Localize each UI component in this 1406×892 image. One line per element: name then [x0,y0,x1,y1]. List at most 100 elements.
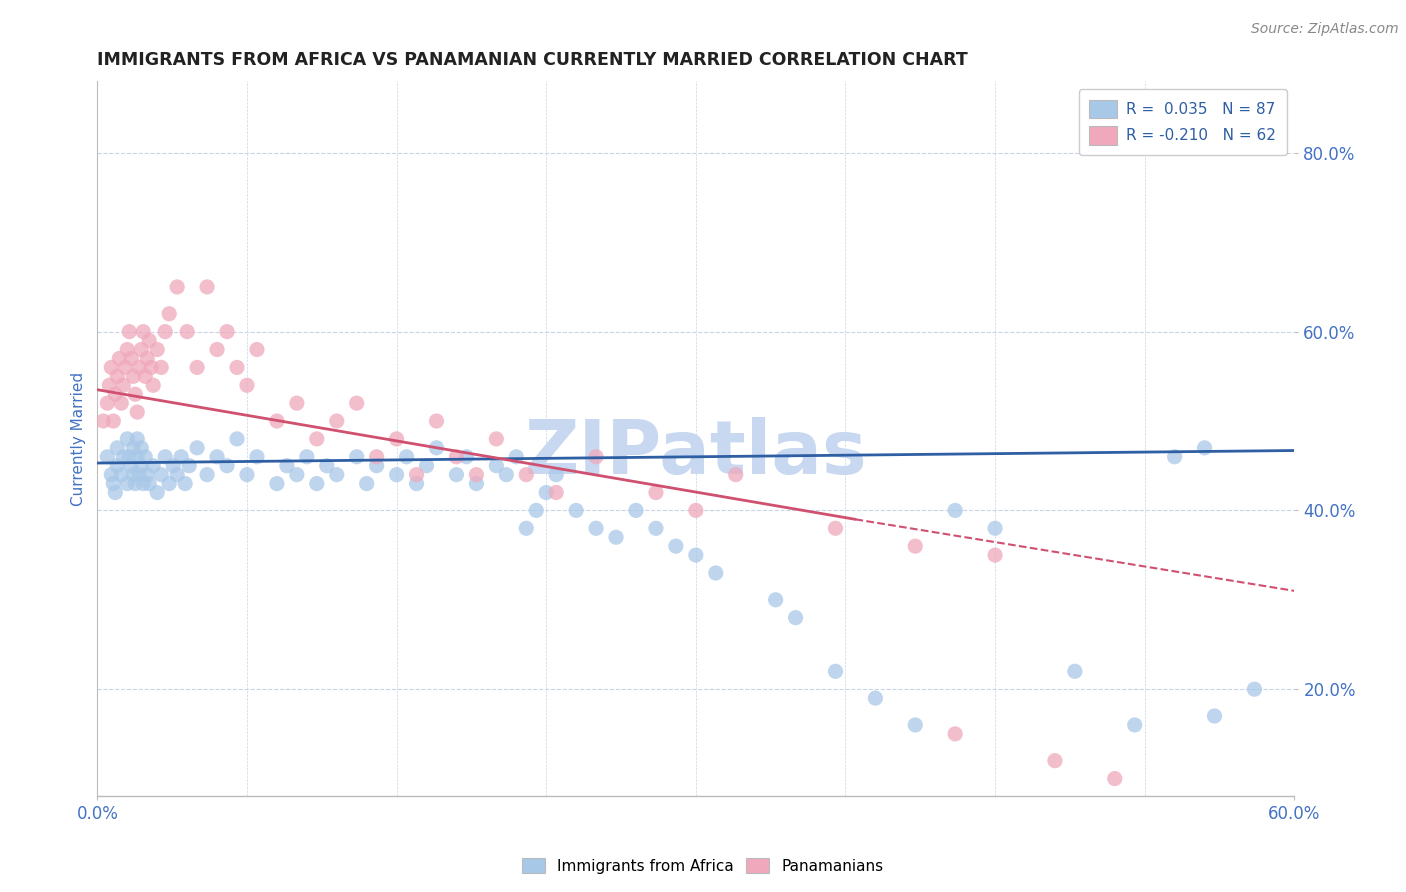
Point [129,441,152,455]
Point [195,467,218,482]
Point [724,467,747,482]
Point [984,521,1007,535]
Point [346,396,368,410]
Point [276,458,298,473]
Point [456,450,478,464]
Point [136,467,159,482]
Point [585,450,607,464]
Legend: Immigrants from Africa, Panamanians: Immigrants from Africa, Panamanians [516,852,890,880]
Point [105,441,128,455]
Point [366,458,388,473]
Point [186,360,208,375]
Point [98,378,121,392]
Point [326,467,349,482]
Point [505,450,527,464]
Point [96,450,118,464]
Point [120,351,142,366]
Point [112,450,135,464]
Point [112,378,135,392]
Point [315,458,337,473]
Point [142,378,165,392]
Point [128,467,150,482]
Point [305,432,328,446]
Point [534,485,557,500]
Point [495,467,517,482]
Point [515,467,537,482]
Point [904,718,927,732]
Point [138,476,160,491]
Point [266,414,288,428]
Point [120,458,142,473]
Point [585,521,607,535]
Point [100,360,122,375]
Point [605,530,627,544]
Point [100,467,122,482]
Point [110,467,132,482]
Point [117,343,139,357]
Point [134,369,156,384]
Point [117,432,139,446]
Point [141,360,163,375]
Point [824,665,846,679]
Point [104,485,127,500]
Point [162,458,184,473]
Point [685,503,707,517]
Point [425,441,447,455]
Point [122,467,145,482]
Point [1243,682,1265,697]
Point [485,458,508,473]
Point [150,360,173,375]
Point [246,450,269,464]
Point [1194,441,1216,455]
Point [465,467,488,482]
Point [346,450,368,464]
Point [108,351,131,366]
Point [142,458,165,473]
Point [132,325,155,339]
Point [114,360,136,375]
Point [485,432,508,446]
Point [157,307,180,321]
Point [904,539,927,553]
Point [179,458,201,473]
Point [103,414,125,428]
Point [136,351,159,366]
Point [515,521,537,535]
Point [685,548,707,562]
Point [195,280,218,294]
Point [118,450,141,464]
Point [356,476,378,491]
Point [366,450,388,464]
Point [186,441,208,455]
Point [824,521,846,535]
Point [285,396,308,410]
Point [624,503,647,517]
Point [1204,709,1226,723]
Point [236,378,259,392]
Point [118,325,141,339]
Point [785,610,807,624]
Point [132,476,155,491]
Point [127,405,149,419]
Point [129,458,152,473]
Point [1163,450,1185,464]
Point [153,450,176,464]
Point [665,539,688,553]
Point [166,467,188,482]
Point [326,414,349,428]
Point [1043,754,1066,768]
Point [205,343,228,357]
Point [103,476,125,491]
Point [645,485,668,500]
Point [395,450,418,464]
Point [124,476,146,491]
Point [405,476,427,491]
Point [465,476,488,491]
Point [984,548,1007,562]
Point [446,467,468,482]
Point [104,387,127,401]
Point [166,280,188,294]
Point [226,360,249,375]
Point [943,503,966,517]
Point [176,325,198,339]
